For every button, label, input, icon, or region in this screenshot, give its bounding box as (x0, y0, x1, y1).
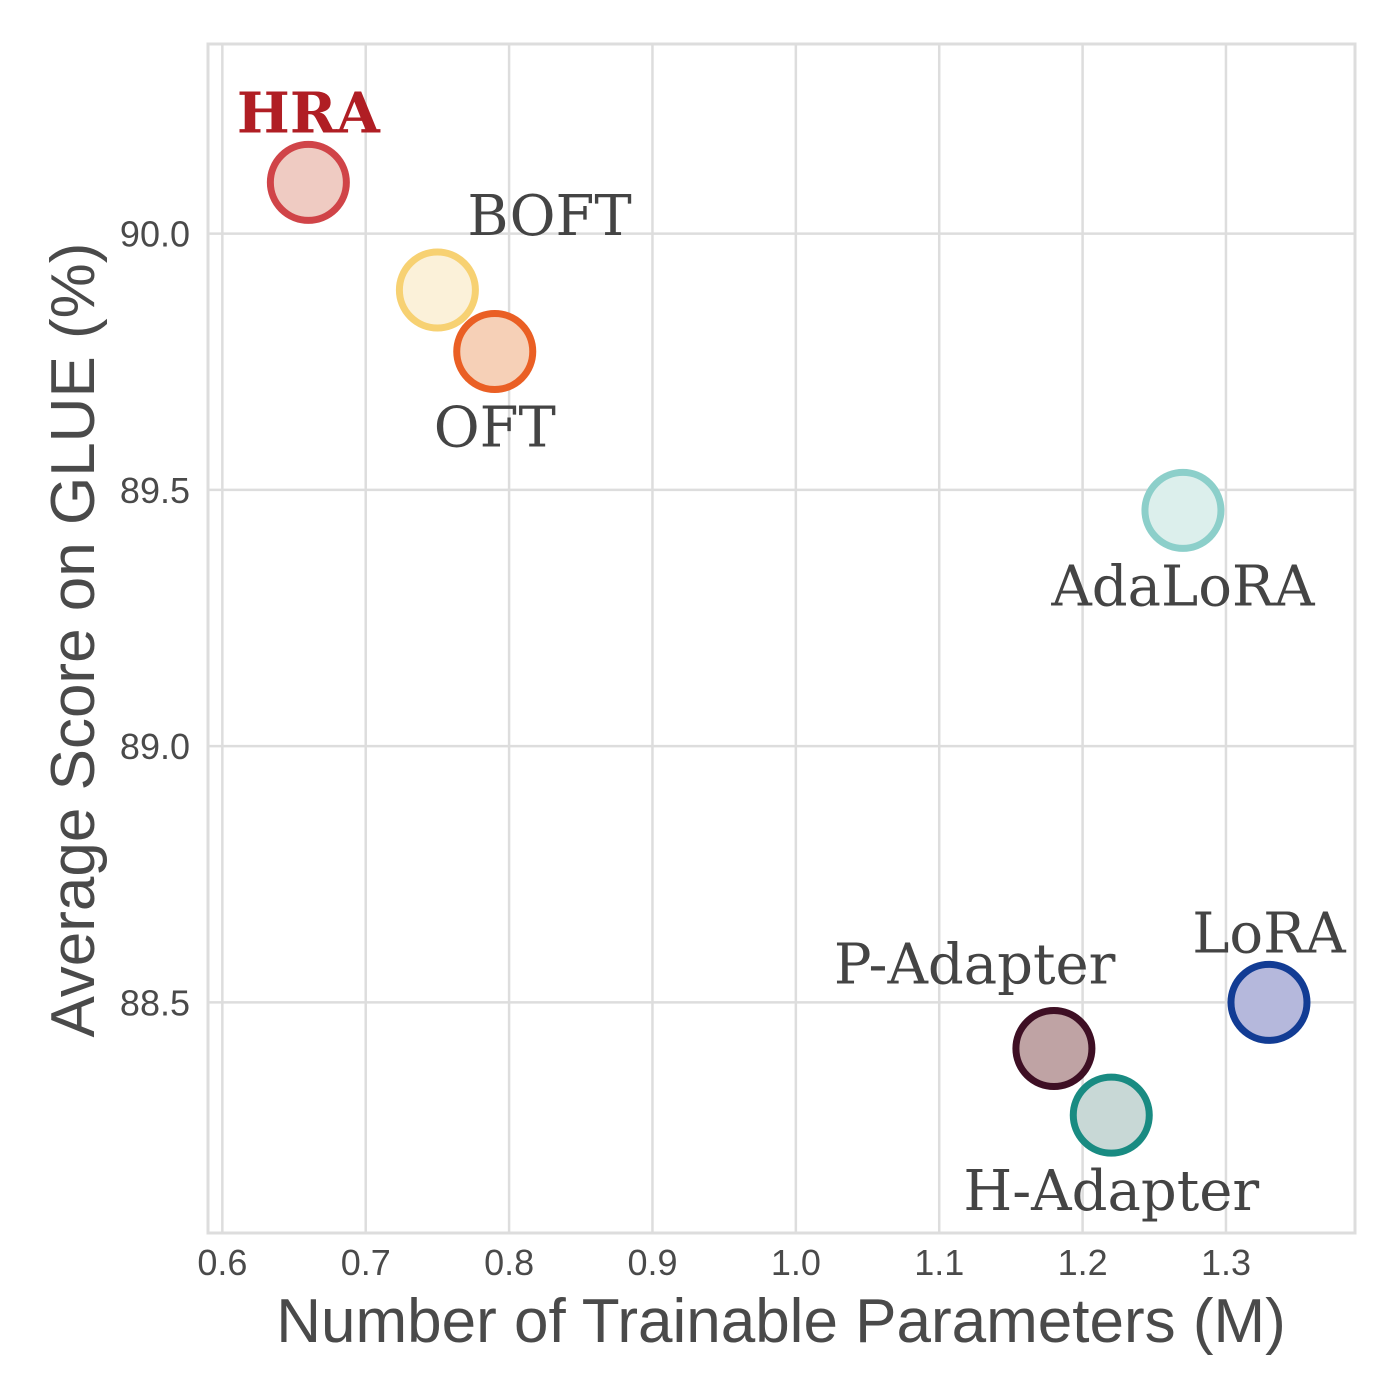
y-tick-label: 90.0 (120, 214, 190, 255)
label-lora: LoRA (1192, 901, 1346, 966)
x-tick-label: 0.6 (197, 1242, 247, 1283)
label-h-adapter: H-Adapter (963, 1159, 1259, 1224)
x-tick-label: 0.8 (484, 1242, 534, 1283)
x-tick-label: 1.0 (771, 1242, 821, 1283)
label-boft: BOFT (467, 184, 631, 249)
label-p-adapter: P-Adapter (834, 933, 1116, 998)
point-oft (453, 310, 537, 393)
y-tick-labels: 88.5 89.0 89.5 90.0 (120, 214, 190, 1024)
point-h-adapter (1069, 1073, 1153, 1157)
x-tick-label: 1.1 (914, 1242, 964, 1283)
x-tick-label: 0.7 (341, 1242, 391, 1283)
point-hra (266, 140, 350, 224)
y-tick-label: 89.0 (120, 726, 190, 767)
x-tick-label: 1.3 (1201, 1242, 1251, 1283)
point-boft (395, 248, 479, 332)
plot-frame (206, 42, 1357, 1235)
x-tick-label: 1.2 (1058, 1242, 1108, 1283)
point-labels: HRA BOFT OFT AdaLoRA P-Adapter H-Adapter LoRA (237, 80, 1346, 1224)
y-axis-title: Average Score on GLUE (%) (39, 243, 108, 1038)
point-lora (1227, 960, 1311, 1044)
point-adalora (1141, 468, 1225, 552)
x-tick-label: 0.9 (627, 1242, 677, 1283)
data-points (266, 140, 1311, 1157)
x-axis-title: Number of Trainable Parameters (M) (276, 1287, 1286, 1356)
label-adalora: AdaLoRA (1050, 554, 1315, 619)
point-p-adapter (1012, 1007, 1096, 1090)
label-hra: HRA (237, 80, 381, 146)
y-tick-label: 88.5 (120, 982, 190, 1023)
grid (208, 44, 1355, 1233)
label-oft: OFT (434, 396, 556, 461)
x-tick-labels: 0.6 0.7 0.8 0.9 1.0 1.1 1.2 1.3 (197, 1242, 1251, 1283)
y-tick-label: 89.5 (120, 470, 190, 511)
